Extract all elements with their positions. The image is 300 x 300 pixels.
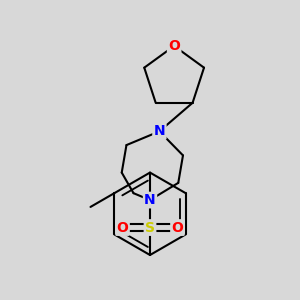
Text: O: O <box>172 220 183 235</box>
Text: S: S <box>145 220 155 235</box>
Text: O: O <box>168 39 180 53</box>
Text: N: N <box>144 193 156 207</box>
Text: N: N <box>154 124 165 138</box>
Text: O: O <box>117 220 128 235</box>
